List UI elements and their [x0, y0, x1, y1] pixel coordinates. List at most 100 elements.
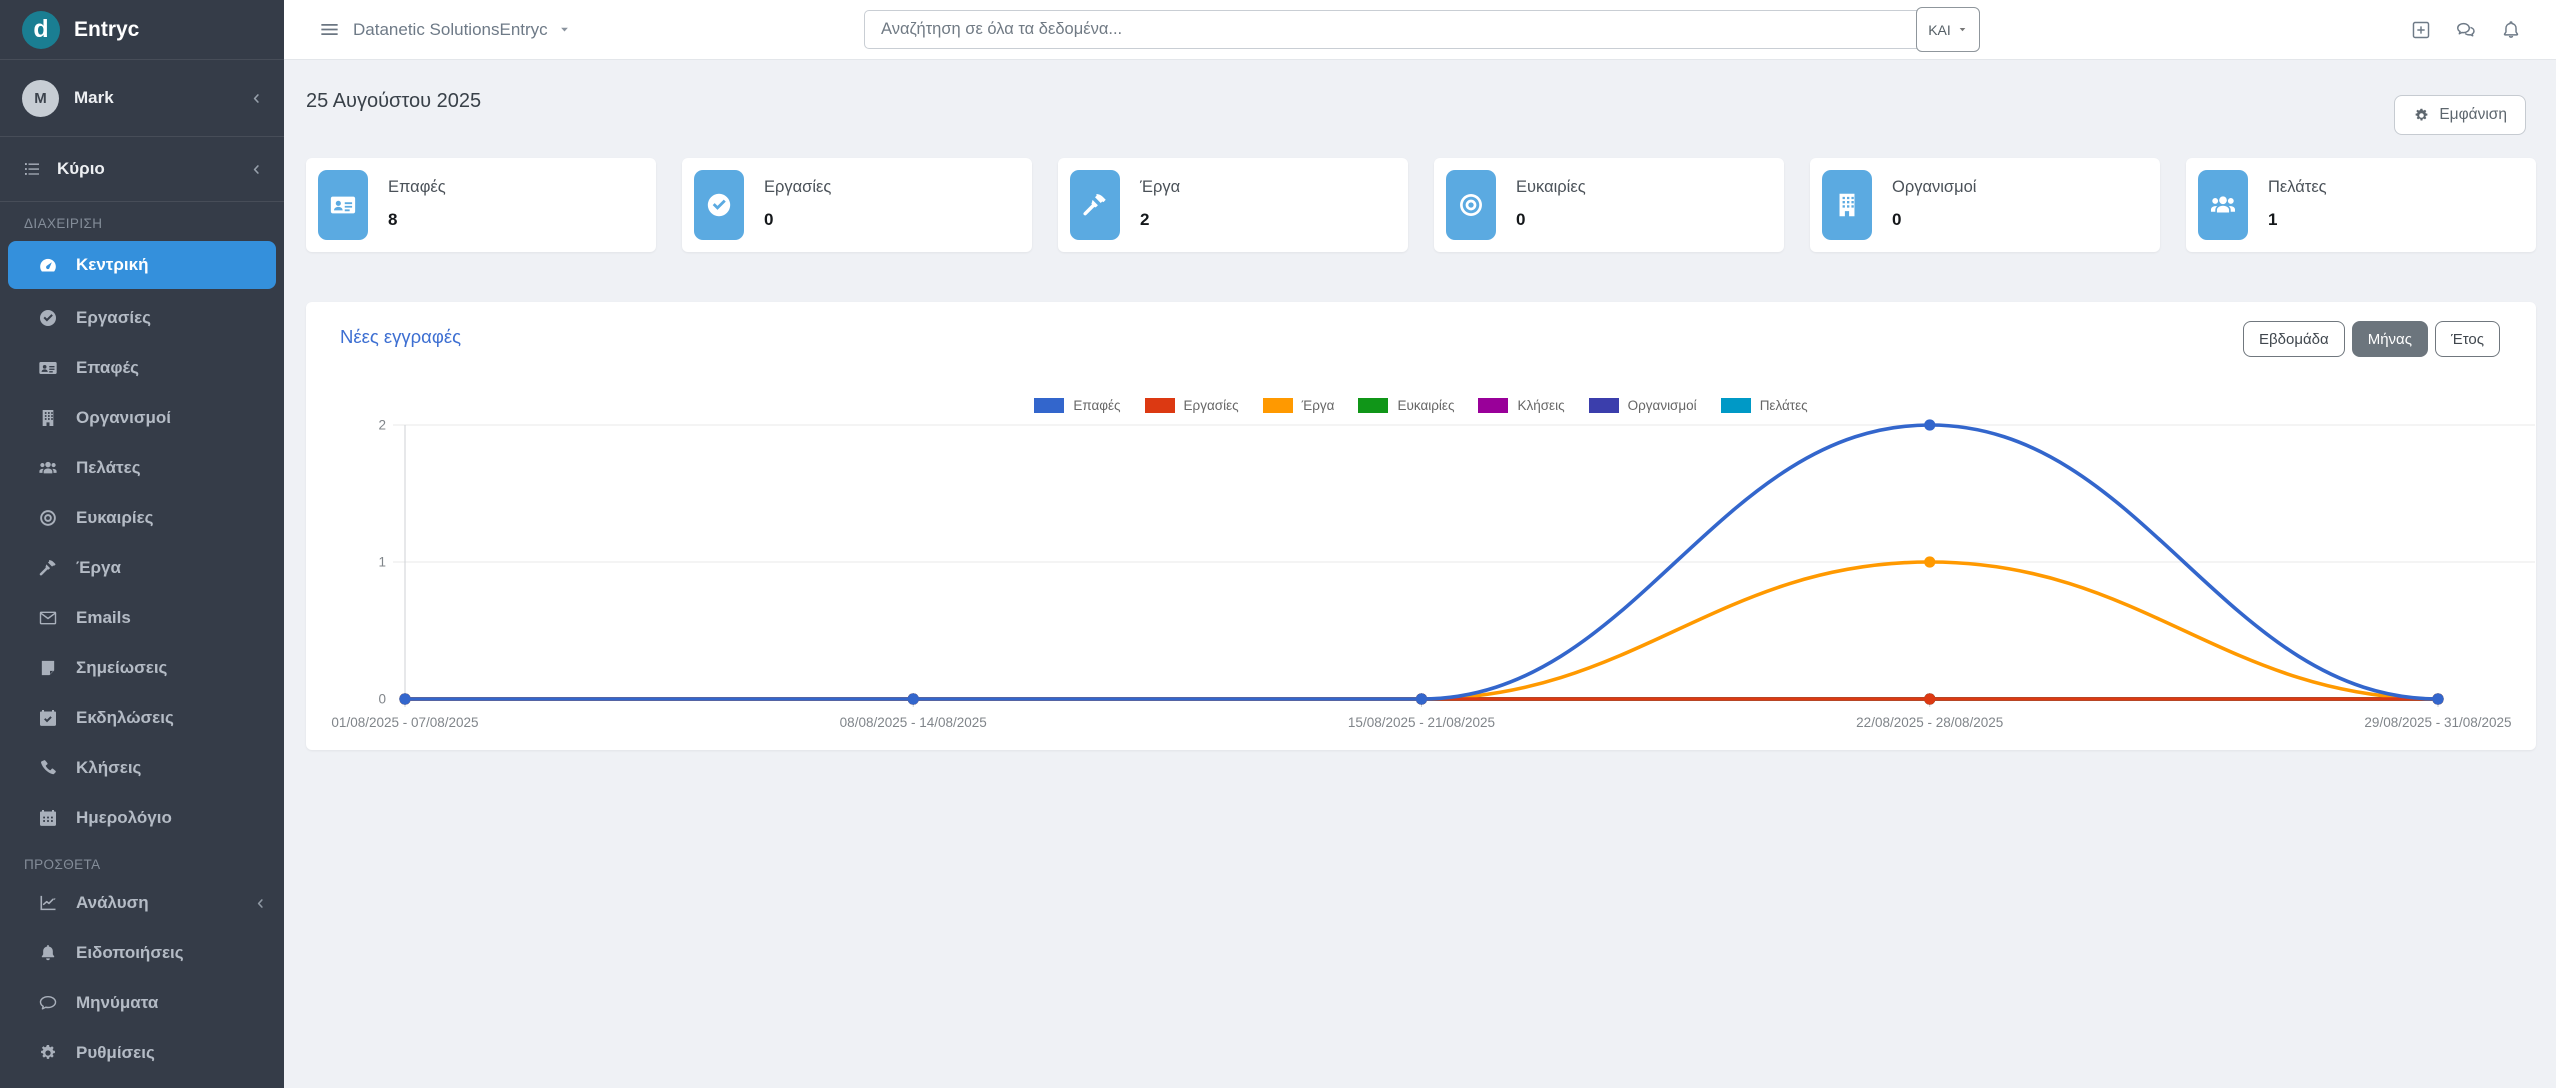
svg-text:29/08/2025 - 31/08/2025: 29/08/2025 - 31/08/2025 — [2364, 715, 2511, 730]
sidebar: d Entryc M Mark Κύριο ΔΙΑΧΕΙΡΙΣΗΚεντρική… — [0, 0, 284, 1088]
avatar: M — [22, 80, 59, 117]
stat-card-icon — [1822, 170, 1872, 240]
topbar: Datanetic SolutionsEntryc ΚΑΙ — [284, 0, 2556, 60]
svg-text:08/08/2025 - 14/08/2025: 08/08/2025 - 14/08/2025 — [840, 715, 987, 730]
check-circle-icon — [705, 191, 733, 219]
stat-card-opportunities[interactable]: Ευκαιρίες 0 — [1434, 158, 1784, 252]
sidebar-item-label: Ειδοποιήσεις — [76, 943, 184, 963]
stat-card-label: Ευκαιρίες — [1516, 178, 1586, 197]
chart-card: Νέες εγγραφές ΕβδομάδαΜήναςΈτος ΕπαφέςΕρ… — [306, 302, 2536, 750]
sidebar-item-messages[interactable]: Μηνύματα — [0, 978, 284, 1028]
stat-card-label: Εργασίες — [764, 178, 831, 197]
search-operator-button[interactable]: ΚΑΙ — [1916, 7, 1980, 52]
sidebar-item-label: Ευκαιρίες — [76, 508, 153, 528]
stat-card-value: 0 — [764, 210, 773, 230]
search-input[interactable] — [864, 10, 1918, 49]
bell-outline-icon — [2500, 19, 2522, 41]
notifications-button[interactable] — [2500, 19, 2522, 41]
gear-icon — [2413, 107, 2430, 124]
caret-down-icon — [558, 23, 571, 36]
gear-icon — [38, 1043, 58, 1063]
stat-card-value: 0 — [1516, 210, 1525, 230]
svg-text:0: 0 — [378, 692, 386, 707]
sidebar-item-dashboard[interactable]: Κεντρική — [8, 241, 276, 289]
sidebar-item-emails[interactable]: Emails — [0, 593, 284, 643]
sidebar-item-label: Έργα — [76, 558, 121, 578]
stat-card-value: 8 — [388, 210, 397, 230]
sidebar-item-notifications[interactable]: Ειδοποιήσεις — [0, 928, 284, 978]
bullseye-icon — [38, 508, 58, 528]
main-content: 25 Αυγούστου 2025 Εμφάνιση Επαφές8Εργασί… — [284, 59, 2556, 1088]
list-icon — [22, 159, 42, 179]
global-search: ΚΑΙ — [864, 10, 1980, 49]
id-card-icon — [38, 358, 58, 378]
sidebar-item-analysis[interactable]: Ανάλυση — [0, 878, 284, 928]
stat-card-contacts[interactable]: Επαφές 8 — [306, 158, 656, 252]
sidebar-item-contacts[interactable]: Επαφές — [0, 343, 284, 393]
display-settings-button[interactable]: Εμφάνιση — [2394, 95, 2526, 135]
org-selector[interactable]: Datanetic SolutionsEntryc — [353, 0, 571, 59]
id-card-icon — [329, 191, 357, 219]
sidebar-nav: ΔΙΑΧΕΙΡΙΣΗΚεντρικήΕργασίεςΕπαφέςΟργανισμ… — [0, 202, 284, 1078]
plus-square-icon — [2410, 19, 2432, 41]
sidebar-item-calendar[interactable]: Ημερολόγιο — [0, 793, 284, 843]
stat-cards-row: Επαφές 8 Εργασίες 0 Έργα2 Ευκαιρίες 0 Οργανισμο… — [306, 158, 2536, 252]
sidebar-item-label: Εκδηλώσεις — [76, 708, 174, 728]
chevron-left-icon — [253, 896, 268, 911]
svg-text:01/08/2025 - 07/08/2025: 01/08/2025 - 07/08/2025 — [331, 715, 478, 730]
hamburger-icon[interactable] — [318, 0, 341, 59]
check-circle-icon — [38, 308, 58, 328]
nav-section-label: ΠΡΟΣΘΕΤΑ — [0, 843, 284, 878]
line-chart: 0 1 2 01/08/2025 - 07/08/2025 08/08/2025 - 1… — [306, 302, 2536, 750]
add-button[interactable] — [2410, 19, 2432, 41]
sidebar-item-label: Οργανισμοί — [76, 408, 171, 428]
stat-card-icon — [694, 170, 744, 240]
brand-name: Entryc — [74, 18, 139, 42]
building-icon — [38, 408, 58, 428]
user-name: Mark — [74, 88, 114, 108]
org-selector-label: Datanetic SolutionsEntryc — [353, 20, 548, 40]
sidebar-item-notes[interactable]: Σημείωσεις — [0, 643, 284, 693]
bullseye-icon — [1457, 191, 1485, 219]
svg-text:1: 1 — [378, 555, 386, 570]
sidebar-item-events[interactable]: Εκδηλώσεις — [0, 693, 284, 743]
stat-card-tasks[interactable]: Εργασίες 0 — [682, 158, 1032, 252]
sidebar-item-label: Κεντρική — [76, 255, 149, 275]
chat-icon — [38, 993, 58, 1013]
phone-icon — [38, 758, 58, 778]
chevron-left-icon — [249, 91, 264, 106]
stat-card-projects[interactable]: Έργα2 — [1058, 158, 1408, 252]
users-icon — [38, 458, 58, 478]
sidebar-item-projects[interactable]: Έργα — [0, 543, 284, 593]
search-operator-label: ΚΑΙ — [1928, 22, 1951, 38]
sidebar-item-label: Μηνύματα — [76, 993, 158, 1013]
users-icon — [2209, 191, 2237, 219]
calendar-check-icon — [38, 708, 58, 728]
primary-nav-label: Κύριο — [57, 159, 105, 179]
svg-text:2: 2 — [378, 418, 386, 433]
primary-nav-toggle[interactable]: Κύριο — [0, 137, 284, 202]
sidebar-item-label: Emails — [76, 608, 131, 628]
stat-card-value: 2 — [1140, 210, 1149, 230]
sidebar-item-calls[interactable]: Κλήσεις — [0, 743, 284, 793]
sidebar-item-opportunities[interactable]: Ευκαιρίες — [0, 493, 284, 543]
calendar-icon — [38, 808, 58, 828]
envelope-icon — [38, 608, 58, 628]
stat-card-customers[interactable]: Πελάτες1 — [2186, 158, 2536, 252]
stat-card-label: Επαφές — [388, 178, 446, 197]
gauge-icon — [38, 255, 58, 275]
messages-button[interactable] — [2455, 19, 2477, 41]
user-menu[interactable]: M Mark — [0, 60, 284, 137]
stat-card-organizations[interactable]: Οργανισμοί0 — [1810, 158, 2160, 252]
sidebar-item-label: Πελάτες — [76, 458, 141, 478]
sidebar-item-settings[interactable]: Ρυθμίσεις — [0, 1028, 284, 1078]
sidebar-item-customers[interactable]: Πελάτες — [0, 443, 284, 493]
logo-letter: d — [33, 15, 48, 44]
sidebar-item-organizations[interactable]: Οργανισμοί — [0, 393, 284, 443]
sidebar-item-tasks[interactable]: Εργασίες — [0, 293, 284, 343]
brand[interactable]: d Entryc — [0, 0, 284, 60]
chevron-left-icon — [249, 162, 264, 177]
bell-icon — [38, 943, 58, 963]
app-window: d Entryc M Mark Κύριο ΔΙΑΧΕΙΡΙΣΗΚεντρική… — [0, 0, 2556, 1088]
topbar-actions — [2410, 0, 2522, 59]
